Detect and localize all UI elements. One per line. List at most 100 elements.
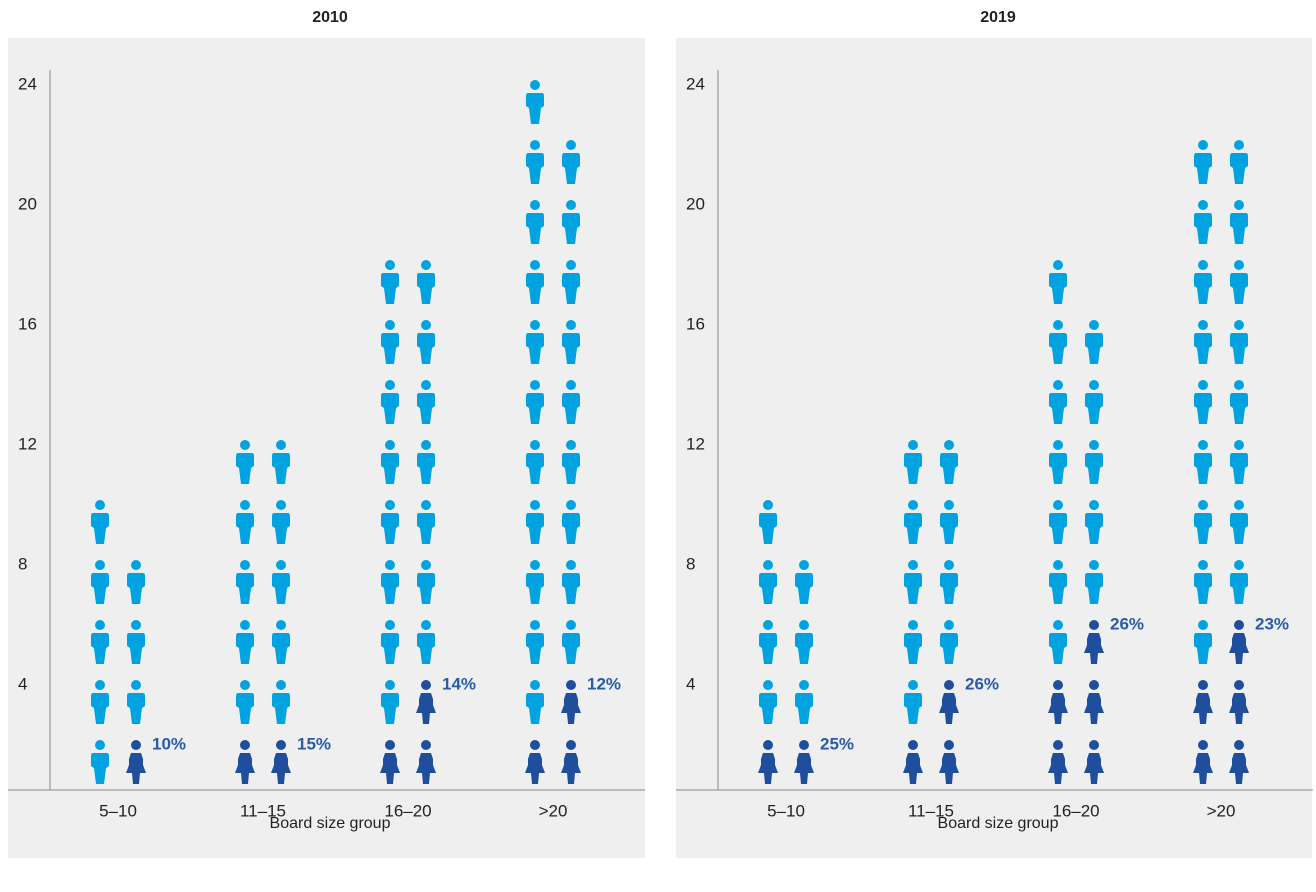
person-icon	[236, 440, 254, 484]
person-icon	[381, 440, 399, 484]
person-icon	[91, 620, 109, 664]
icon-head	[530, 620, 540, 630]
icon-head	[131, 560, 141, 570]
y-tick-label: 16	[18, 314, 37, 333]
icon-head	[566, 140, 576, 150]
icon-head	[1053, 500, 1063, 510]
person-icon	[236, 680, 254, 724]
icon-head	[240, 740, 250, 750]
person-icon	[236, 620, 254, 664]
icon-head	[421, 500, 431, 510]
person-icon	[1048, 680, 1068, 724]
icon-head	[421, 440, 431, 450]
person-icon	[940, 560, 958, 604]
person-icon	[904, 620, 922, 664]
icon-body	[91, 693, 109, 724]
icon-body	[759, 693, 777, 724]
icon-body	[1049, 633, 1067, 664]
icon-head	[944, 680, 954, 690]
icon-head	[240, 560, 250, 570]
icon-body	[381, 273, 399, 304]
person-icon	[758, 740, 778, 784]
icon-head	[566, 680, 576, 690]
person-icon	[1194, 260, 1212, 304]
person-icon	[562, 200, 580, 244]
share-label: 26%	[1110, 614, 1144, 633]
icon-head	[1053, 260, 1063, 270]
icon-head	[1198, 620, 1208, 630]
icon-body	[526, 273, 544, 304]
icon-head	[1053, 680, 1063, 690]
icon-head	[276, 680, 286, 690]
icon-body	[562, 633, 580, 664]
icon-head	[566, 440, 576, 450]
person-icon	[1194, 380, 1212, 424]
icon-body	[417, 273, 435, 304]
icon-body	[417, 393, 435, 424]
icon-body	[381, 513, 399, 544]
person-icon	[127, 560, 145, 604]
icon-body	[1230, 153, 1248, 184]
person-icon	[1194, 560, 1212, 604]
icon-head	[1089, 560, 1099, 570]
icon-head	[1198, 260, 1208, 270]
icon-body	[526, 393, 544, 424]
person-icon	[759, 500, 777, 544]
person-icon	[381, 260, 399, 304]
icon-body	[381, 633, 399, 664]
icon-body	[236, 693, 254, 724]
person-icon	[272, 440, 290, 484]
icon-head	[566, 500, 576, 510]
icon-head	[131, 740, 141, 750]
icon-head	[421, 380, 431, 390]
icon-body	[940, 633, 958, 664]
icon-body	[1194, 573, 1212, 604]
person-icon	[417, 440, 435, 484]
person-icon	[236, 500, 254, 544]
icon-head	[385, 680, 395, 690]
icon-head	[276, 440, 286, 450]
person-icon	[759, 680, 777, 724]
icon-body	[381, 393, 399, 424]
icon-body	[939, 753, 959, 784]
icon-head	[1089, 680, 1099, 690]
icon-body	[903, 753, 923, 784]
x-tick-label: 11–15	[908, 801, 954, 820]
icon-body	[272, 633, 290, 664]
person-icon	[1230, 320, 1248, 364]
x-tick-label: 5–10	[99, 801, 137, 820]
icon-body	[562, 393, 580, 424]
person-icon	[939, 680, 959, 724]
person-icon	[1084, 680, 1104, 724]
icon-body	[526, 513, 544, 544]
person-icon	[526, 140, 544, 184]
icon-head	[1053, 320, 1063, 330]
person-icon	[526, 320, 544, 364]
icon-head	[1234, 620, 1244, 630]
person-icon	[940, 500, 958, 544]
icon-body	[1230, 393, 1248, 424]
icon-body	[1230, 453, 1248, 484]
icon-body	[1048, 753, 1068, 784]
icon-body	[561, 753, 581, 784]
person-icon	[417, 320, 435, 364]
person-icon	[235, 740, 255, 784]
icon-head	[763, 500, 773, 510]
icon-head	[385, 620, 395, 630]
share-label: 12%	[587, 674, 621, 693]
icon-head	[421, 560, 431, 570]
icon-head	[1198, 560, 1208, 570]
person-icon	[381, 320, 399, 364]
icon-body	[1084, 633, 1104, 664]
icon-head	[385, 380, 395, 390]
icon-head	[1053, 560, 1063, 570]
icon-body	[91, 633, 109, 664]
person-icon	[1085, 560, 1103, 604]
icon-body	[1194, 213, 1212, 244]
icon-body	[562, 153, 580, 184]
icon-head	[276, 500, 286, 510]
icon-head	[1234, 560, 1244, 570]
icon-body	[904, 633, 922, 664]
person-icon	[381, 680, 399, 724]
person-icon	[1049, 260, 1067, 304]
